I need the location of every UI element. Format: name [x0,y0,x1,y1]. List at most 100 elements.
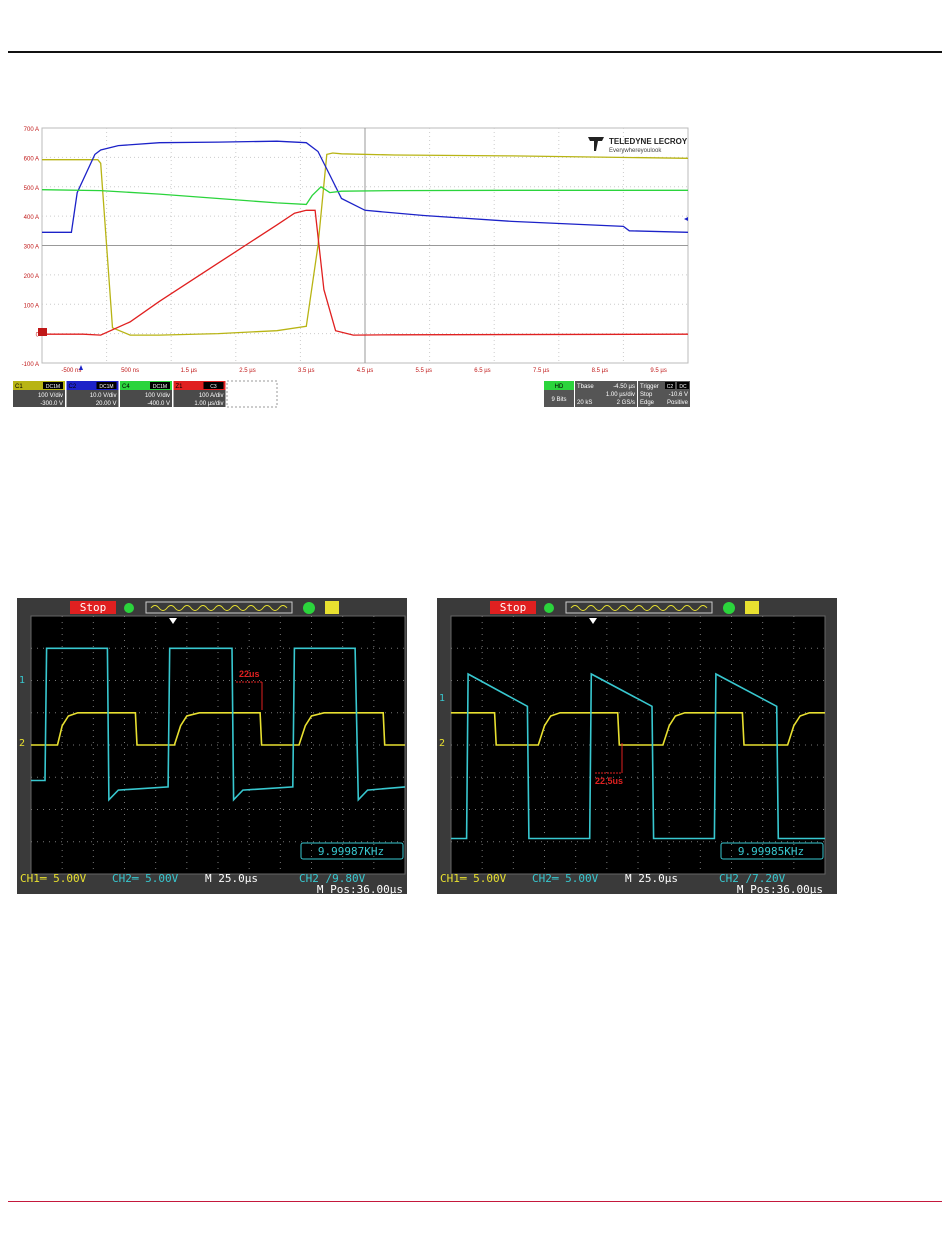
x-tick-label: 500 ns [121,368,139,374]
trigger-slope: Positive [667,400,689,406]
annotation-label: 22.5us [595,776,623,786]
teledyne-logo: TELEDYNE LECROY Everywhereyoulook [588,137,688,154]
channel-box-c1[interactable]: C1 DC1M 100 V/div -300.0 V [13,381,65,407]
ch1-scale: CH1═ 5.00V [440,872,507,885]
scope-left-traces [31,647,406,802]
trigger-level-marker [684,217,688,221]
run-icon[interactable] [124,603,134,613]
lecroy-grid [41,127,689,364]
x-tick-label: 9.5 µs [650,368,666,374]
channel-descriptors: C1 DC1M 100 V/div -300.0 V C2 DC1M 10.0 V/div 2… [13,381,226,407]
sample-rate: 2 GS/s [617,400,635,406]
logo-tagline: Everywhereyoulook [609,148,662,154]
x-tick-label: -500 ns [61,368,81,374]
channel-offset: -400.0 V [147,401,170,407]
scope-right-grid [450,615,826,875]
trace-ch1 [451,712,825,746]
run-icon[interactable] [544,603,554,613]
hd-label: HD [555,384,564,390]
bits-label: 9 Bits [551,397,566,403]
y-tick-label: 300 A [24,245,39,251]
m-pos: M Pos:36.00µs [317,883,403,894]
lecroy-y-ticks: 700 A 600 A 500 A 400 A 300 A 200 A 100 A 0 -100… [22,127,40,368]
frequency-readout: 9.99985KHz [738,845,804,858]
empty-descriptor [226,380,278,408]
channel-coupling: DC1M [99,384,113,390]
tbase-div: 1.00 µs/div [606,392,635,398]
x-tick-label: 2.5 µs [239,368,255,374]
channel-offset-marker [38,328,47,336]
x-tick-label: 8.5 µs [592,368,608,374]
print-icon[interactable] [325,601,339,614]
scope-capture-right: Stop 1 2 22.5us 9.99985KHz CH1═ 5.00V CH… [437,598,837,894]
y-tick-label: 200 A [24,274,39,280]
save-icon[interactable] [723,602,735,614]
trigger-mode: Stop [640,392,653,398]
y-tick-label: 600 A [24,156,39,162]
channel-box-z1[interactable]: Z1 C3 100 A/div 1.00 µs/div [173,381,226,407]
x-tick-label: 5.5 µs [415,368,431,374]
time-scale: M 25.0µs [625,872,678,885]
channel-scale: 100 V/div [38,393,63,399]
logo-brand: TELEDYNE LECROY [609,137,688,146]
x-tick-label: 6.5 µs [474,368,490,374]
channel-scale: 100 V/div [145,393,170,399]
lecroy-scope-capture: 700 A 600 A 500 A 400 A 300 A 200 A 100 A 0 -100… [12,123,692,411]
lecroy-x-ticks: -500 ns 500 ns 1.5 µs 2.5 µs 3.5 µs 4.5 µs 5.5… [61,368,667,374]
y-tick-label: -100 A [22,362,39,368]
trace-ch2 [451,672,825,840]
trigger-time-marker [169,618,177,624]
x-tick-label: 4.5 µs [357,368,373,374]
trace-c4 [41,185,688,206]
save-icon[interactable] [303,602,315,614]
teledyne-mark-icon [588,137,604,151]
scope-capture-left: Stop 1 2 22us 9.99987KHz CH1═ 5.00V CH2═… [17,598,407,894]
ch1-scale: CH1═ 5.00V [20,872,87,885]
memory-bar [565,601,713,614]
y-tick-label: 500 A [24,186,39,192]
y-tick-label: 700 A [24,127,39,133]
trace-ch1 [31,712,405,746]
memory-bar [145,601,293,614]
bottom-rule [8,1201,942,1202]
m-pos: M Pos:36.00µs [737,883,823,894]
timebase-box[interactable]: Tbase -4.50 µs 1.00 µs/div 20 kS 2 GS/s [575,381,637,407]
channel-offset: 1.00 µs/div [194,401,223,407]
trigger-readout: CH2 ∕7.20V [719,872,786,885]
channel-box-c2[interactable]: C2 DC1M 10.0 V/div 20.00 V [66,381,119,407]
hd-box: HD 9 Bits [544,381,574,407]
x-tick-label: 1.5 µs [181,368,197,374]
channel-id: C1 [15,384,23,390]
channel-scale: 10.0 V/div [90,393,117,399]
tbase-value: -4.50 µs [613,384,635,390]
trigger-time-marker [589,618,597,624]
trigger-channel: C2 [667,384,674,390]
channel-coupling: DC1M [153,384,167,390]
y-tick-label: 100 A [24,303,39,309]
ch2-scale: CH2═ 5.00V [112,872,179,885]
channel-coupling: DC1M [46,384,60,390]
trigger-box[interactable]: Trigger C2 DC Stop -10.6 V Edge Positive [638,381,690,407]
tbase-label: Tbase [577,384,594,390]
stop-indicator[interactable] [70,601,116,614]
print-icon[interactable] [745,601,759,614]
trace-c1 [42,152,689,336]
x-tick-label: 3.5 µs [298,368,314,374]
y-tick-label: 0 [36,333,40,339]
channel-offset: -300.0 V [40,401,63,407]
trigger-coupling: DC [679,384,687,390]
y-tick-label: 400 A [24,215,39,221]
stop-label: Stop [500,601,527,614]
channel-scale: 100 A/div [199,393,224,399]
frequency-box [720,842,824,860]
channel-offset: 20.00 V [96,401,117,407]
stop-indicator[interactable] [490,601,536,614]
trace-z1 [42,209,689,336]
frequency-readout: 9.99987KHz [318,845,384,858]
ch1-marker: 1 [439,693,445,704]
ch2-scale: CH2═ 5.00V [532,872,599,885]
trigger-label: Trigger [640,384,659,390]
channel-box-c4[interactable]: C4 DC1M 100 V/div -400.0 V [120,381,172,407]
trace-c2 [42,140,689,233]
x-tick-label: 7.5 µs [533,368,549,374]
